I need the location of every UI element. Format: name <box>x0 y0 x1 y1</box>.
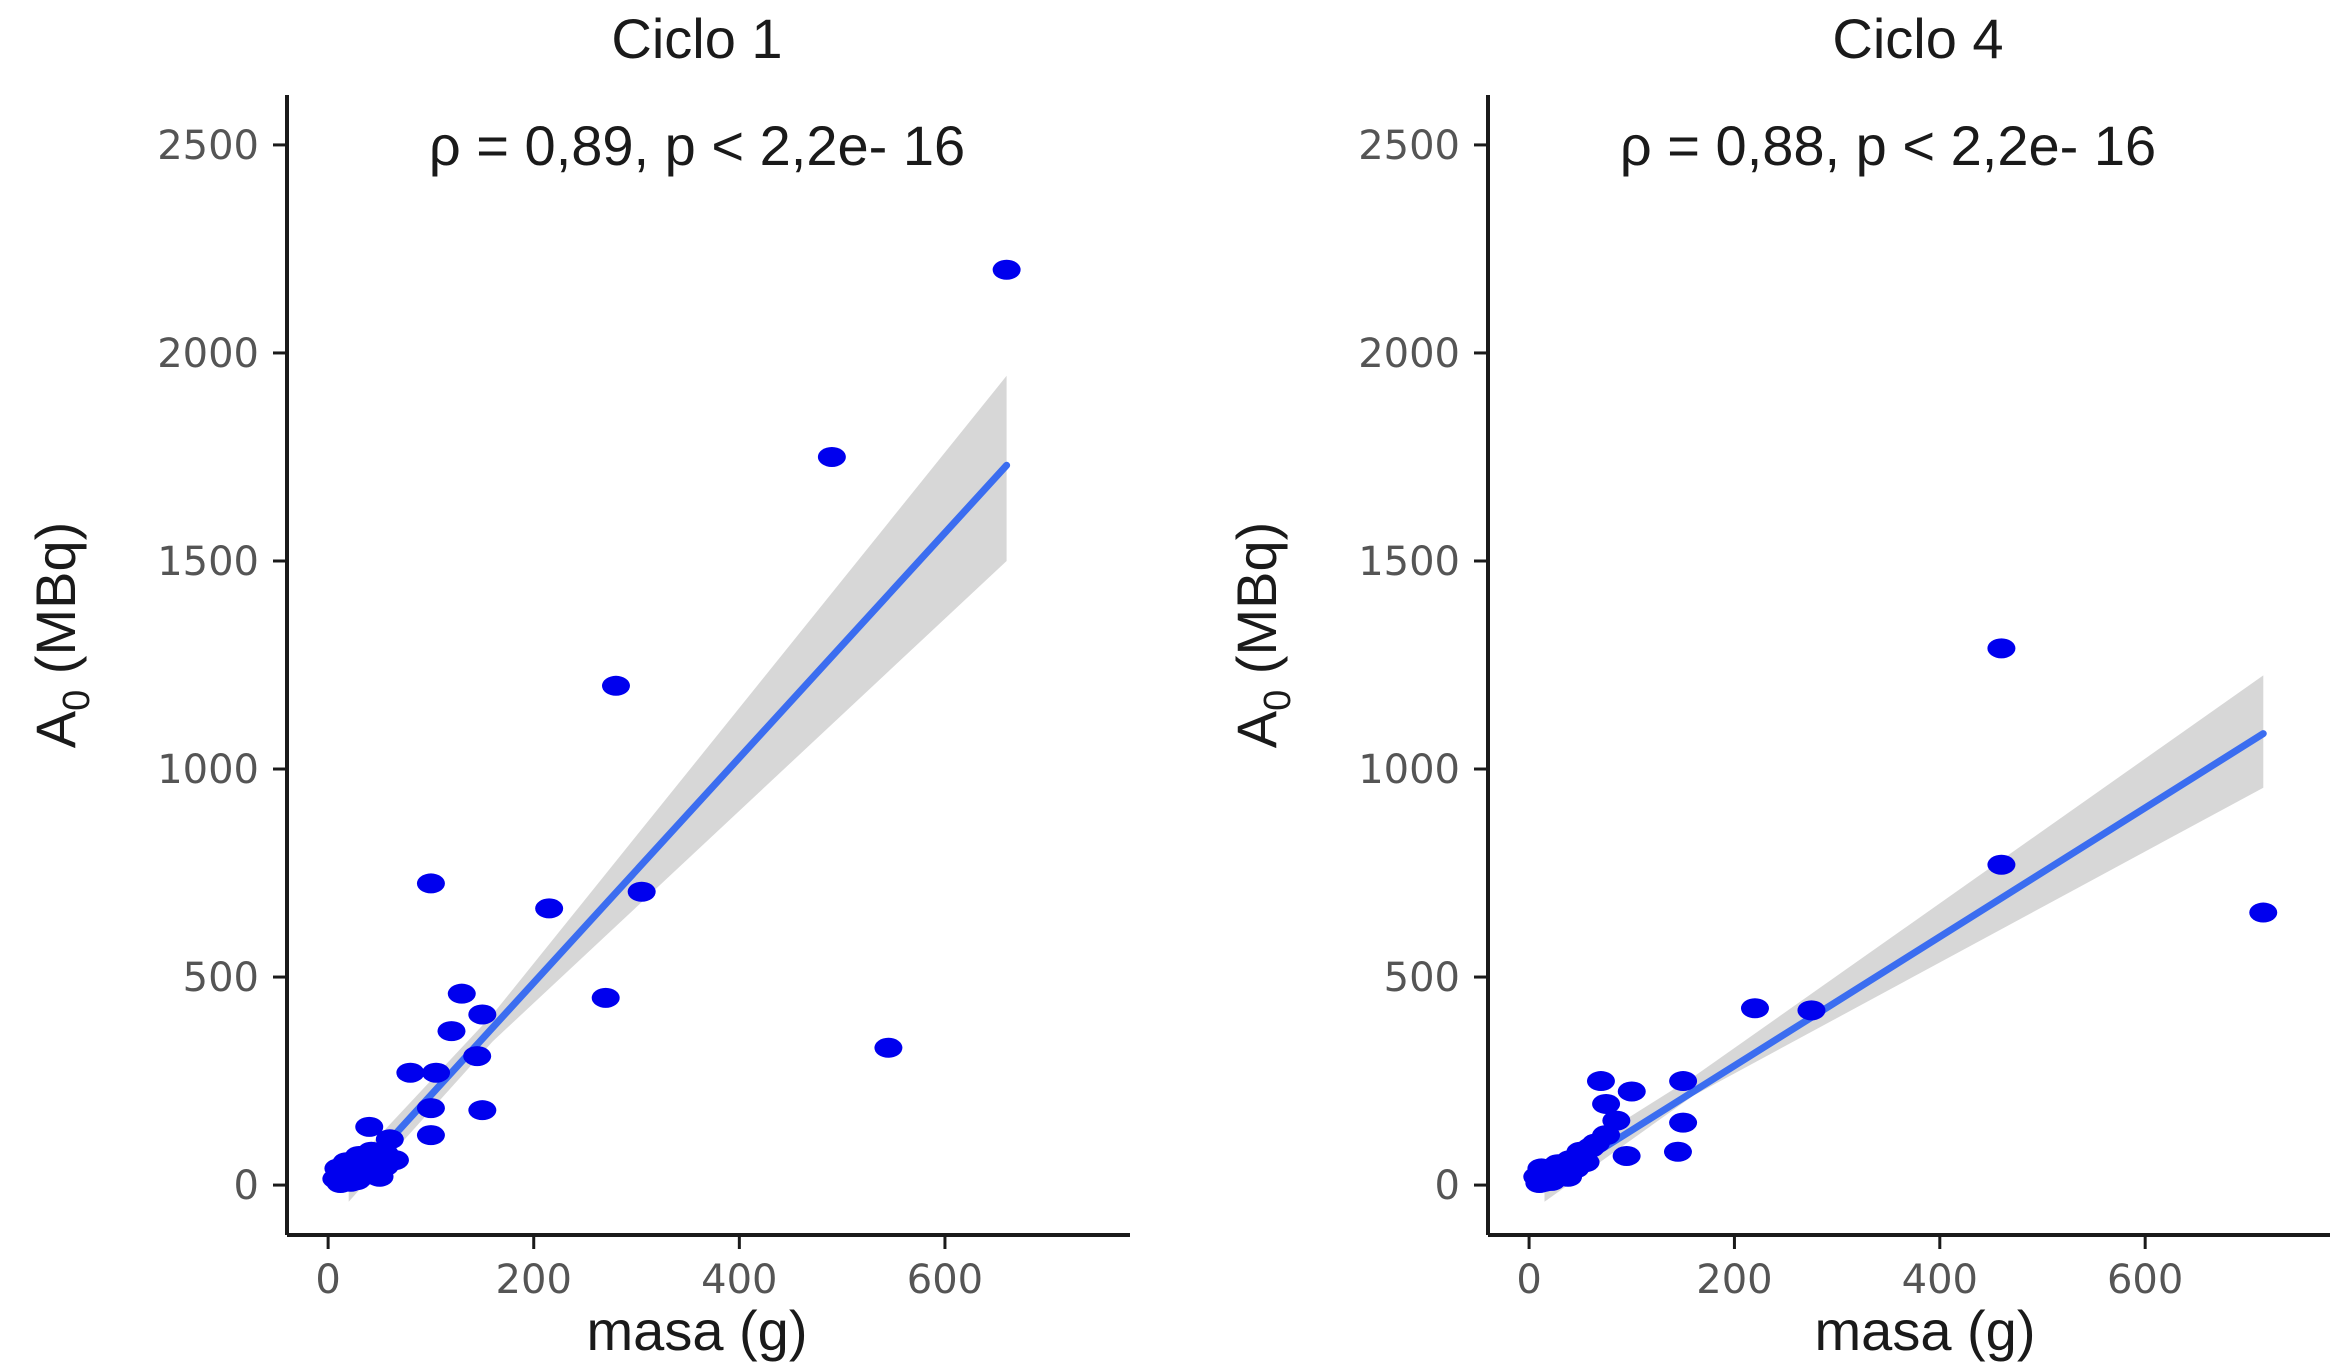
y-tick-label: 2000 <box>157 331 259 377</box>
data-point <box>355 1116 384 1137</box>
data-point <box>1669 1112 1698 1133</box>
confidence-band <box>348 375 1007 1202</box>
data-point <box>380 1150 409 1171</box>
data-point <box>1592 1093 1621 1114</box>
x-tick-label: 600 <box>2107 1257 2183 1303</box>
y-axis-label: A0 (MBq) <box>24 522 98 749</box>
panel-ciclo-1: Ciclo 1 ρ = 0,89, p < 2,2e- 16 masa (g) … <box>24 7 1130 1362</box>
y-tick-label: 1000 <box>1358 747 1460 793</box>
correlation-annotation: ρ = 0,88, p < 2,2e- 16 <box>1620 114 2156 177</box>
data-point <box>422 1062 451 1083</box>
x-tick-label: 600 <box>907 1257 983 1303</box>
data-point <box>1617 1081 1646 1102</box>
y-axis-label: A0 (MBq) <box>1225 522 1299 749</box>
data-point <box>1612 1145 1641 1166</box>
regression-line <box>345 461 1011 1189</box>
data-point <box>1586 1071 1615 1092</box>
x-tick-label: 200 <box>496 1257 572 1303</box>
data-point <box>1987 854 2016 875</box>
data-point <box>416 1125 445 1146</box>
y-tick-label: 2500 <box>157 123 259 169</box>
data-point <box>627 881 656 902</box>
y-tick-label: 2500 <box>1358 123 1460 169</box>
data-point <box>1987 638 2016 659</box>
y-tick-label: 1500 <box>157 539 259 585</box>
data-point <box>416 873 445 894</box>
x-tick-label: 0 <box>1516 1257 1541 1303</box>
data-point <box>591 987 620 1008</box>
y-tick-label: 0 <box>1435 1163 1460 1209</box>
correlation-annotation: ρ = 0,89, p < 2,2e- 16 <box>429 114 965 177</box>
y-tick-label: 500 <box>183 955 259 1001</box>
y-tick-label: 1500 <box>1358 539 1460 585</box>
data-point <box>1592 1125 1621 1146</box>
x-tick-label: 200 <box>1696 1257 1772 1303</box>
panel-title: Ciclo 1 <box>611 7 782 70</box>
x-axis-label: masa (g) <box>1815 1299 2036 1362</box>
data-point <box>535 898 564 919</box>
data-point <box>468 1100 497 1121</box>
data-point <box>344 1145 373 1166</box>
confidence-band <box>1544 675 2264 1202</box>
data-point <box>447 983 476 1004</box>
data-point <box>2249 902 2278 923</box>
data-point <box>396 1062 425 1083</box>
data-point <box>468 1004 497 1025</box>
data-point <box>817 446 846 467</box>
data-point <box>1554 1166 1583 1187</box>
data-point <box>437 1021 466 1042</box>
x-tick-label: 400 <box>701 1257 777 1303</box>
data-point <box>1669 1071 1698 1092</box>
x-tick-label: 0 <box>315 1257 340 1303</box>
y-tick-label: 0 <box>234 1163 259 1209</box>
data-point <box>992 259 1021 280</box>
panel-title: Ciclo 4 <box>1832 7 2003 70</box>
data-point <box>365 1166 394 1187</box>
data-point <box>1571 1152 1600 1173</box>
regression-line <box>1540 730 2267 1189</box>
data-point <box>1740 998 1769 1019</box>
panel-ciclo-4: Ciclo 4 ρ = 0,88, p < 2,2e- 16 masa (g) … <box>1225 7 2330 1362</box>
data-point <box>463 1046 492 1067</box>
data-point <box>1797 1000 1826 1021</box>
data-point <box>1527 1158 1556 1179</box>
y-tick-label: 1000 <box>157 747 259 793</box>
data-point <box>601 675 630 696</box>
data-point <box>416 1098 445 1119</box>
y-tick-label: 500 <box>1384 955 1460 1001</box>
y-tick-label: 2000 <box>1358 331 1460 377</box>
x-axis-label: masa (g) <box>587 1299 808 1362</box>
x-tick-label: 400 <box>1902 1257 1978 1303</box>
data-point <box>874 1037 903 1058</box>
data-point <box>1663 1141 1692 1162</box>
